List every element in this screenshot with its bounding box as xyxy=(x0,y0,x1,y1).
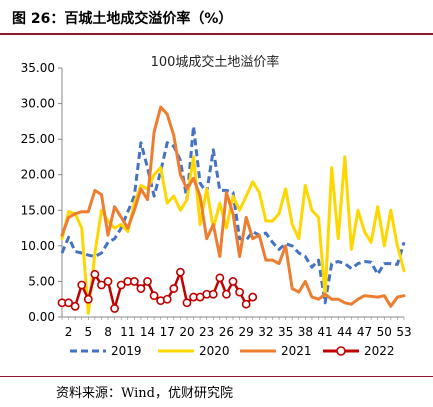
x-tick-label: 32 xyxy=(258,325,273,339)
figure-header: 图 26：百城土地成交溢价率（%） xyxy=(0,0,433,36)
x-tick-label: 53 xyxy=(396,325,411,339)
y-tick-label: 30.00 xyxy=(21,97,55,111)
x-tick-label: 50 xyxy=(377,325,392,339)
data-point-2022 xyxy=(97,280,106,290)
x-tick-label: 47 xyxy=(357,325,372,339)
chart-title: 100城成交土地溢价率 xyxy=(151,54,280,70)
legend: 2019 2020 2021 2022 xyxy=(70,344,395,358)
x-tick-label: 20 xyxy=(179,325,194,339)
header-rule xyxy=(0,33,433,35)
data-point-2022 xyxy=(129,277,139,286)
y-tick-label: 5.00 xyxy=(28,274,55,288)
legend-label-2021: 2021 xyxy=(281,344,312,358)
x-tick-label: 29 xyxy=(239,325,254,339)
data-point-2022 xyxy=(241,299,251,309)
data-point-2022 xyxy=(103,277,113,286)
data-point-2022 xyxy=(70,301,80,311)
x-tick-label: 14 xyxy=(140,325,155,339)
figure-title: 图 26：百城土地成交溢价率（%） xyxy=(12,11,233,27)
x-tick-label: 2 xyxy=(65,325,73,339)
data-point-2022 xyxy=(64,298,73,308)
data-point-2022 xyxy=(149,291,159,301)
data-point-2022 xyxy=(228,277,238,286)
data-point-2022 xyxy=(143,277,152,286)
y-tick-label: 25.00 xyxy=(21,132,55,146)
series-group xyxy=(57,105,406,315)
legend-label-2020: 2020 xyxy=(199,344,230,358)
legend-label-2019: 2019 xyxy=(111,344,142,358)
x-tick-label: 5 xyxy=(84,325,92,339)
y-tick-label: 35.00 xyxy=(21,61,55,75)
x-tick-label: 8 xyxy=(104,325,112,339)
y-axis: 0.00 5.00 10.00 15.00 20.00 25.00 30.00 35.00 xyxy=(21,61,63,324)
data-point-2022 xyxy=(110,304,120,313)
y-tick-label: 0.00 xyxy=(28,310,55,324)
x-tick-label: 17 xyxy=(160,325,175,339)
data-point-2022 xyxy=(77,280,87,290)
x-tick-label: 35 xyxy=(278,325,293,339)
source-note: 资料来源：Wind，优财研究院 xyxy=(56,386,233,401)
data-point-2022 xyxy=(136,284,146,293)
legend-marker-2022 xyxy=(336,346,346,356)
footer-rule xyxy=(0,376,433,377)
series-line-2019 xyxy=(60,124,406,305)
data-point-2022 xyxy=(116,280,126,290)
premium-rate-chart: 100城成交土地溢价率 0.00 5.00 10.00 15.00 20.00 25.00… xyxy=(21,54,412,358)
y-tick-label: 10.00 xyxy=(21,239,55,253)
data-point-2022 xyxy=(222,289,231,299)
data-point-2022 xyxy=(169,284,179,293)
x-tick-label: 44 xyxy=(337,325,352,339)
series-line-2021 xyxy=(60,105,406,308)
x-axis: 2 5 8 11 14 17 20 23 26 29 32 35 38 41 44 47 50 53 xyxy=(61,316,412,339)
data-point-2022 xyxy=(215,273,225,283)
data-point-2022 xyxy=(208,289,218,299)
data-point-2022 xyxy=(162,294,172,304)
data-point-2022 xyxy=(175,267,185,277)
data-point-2022 xyxy=(182,298,192,308)
data-point-2022 xyxy=(90,269,100,279)
data-point-2022 xyxy=(83,294,93,304)
legend-label-2022: 2022 xyxy=(364,344,395,358)
y-tick-label: 15.00 xyxy=(21,203,55,217)
x-tick-label: 11 xyxy=(120,325,135,339)
x-tick-label: 41 xyxy=(317,325,332,339)
x-tick-label: 26 xyxy=(219,325,234,339)
data-point-2022 xyxy=(235,287,244,297)
y-tick-label: 20.00 xyxy=(21,168,55,182)
data-point-2022 xyxy=(248,292,258,302)
series-line-2020 xyxy=(60,155,406,315)
x-tick-label: 23 xyxy=(199,325,214,339)
x-tick-label: 38 xyxy=(298,325,313,339)
